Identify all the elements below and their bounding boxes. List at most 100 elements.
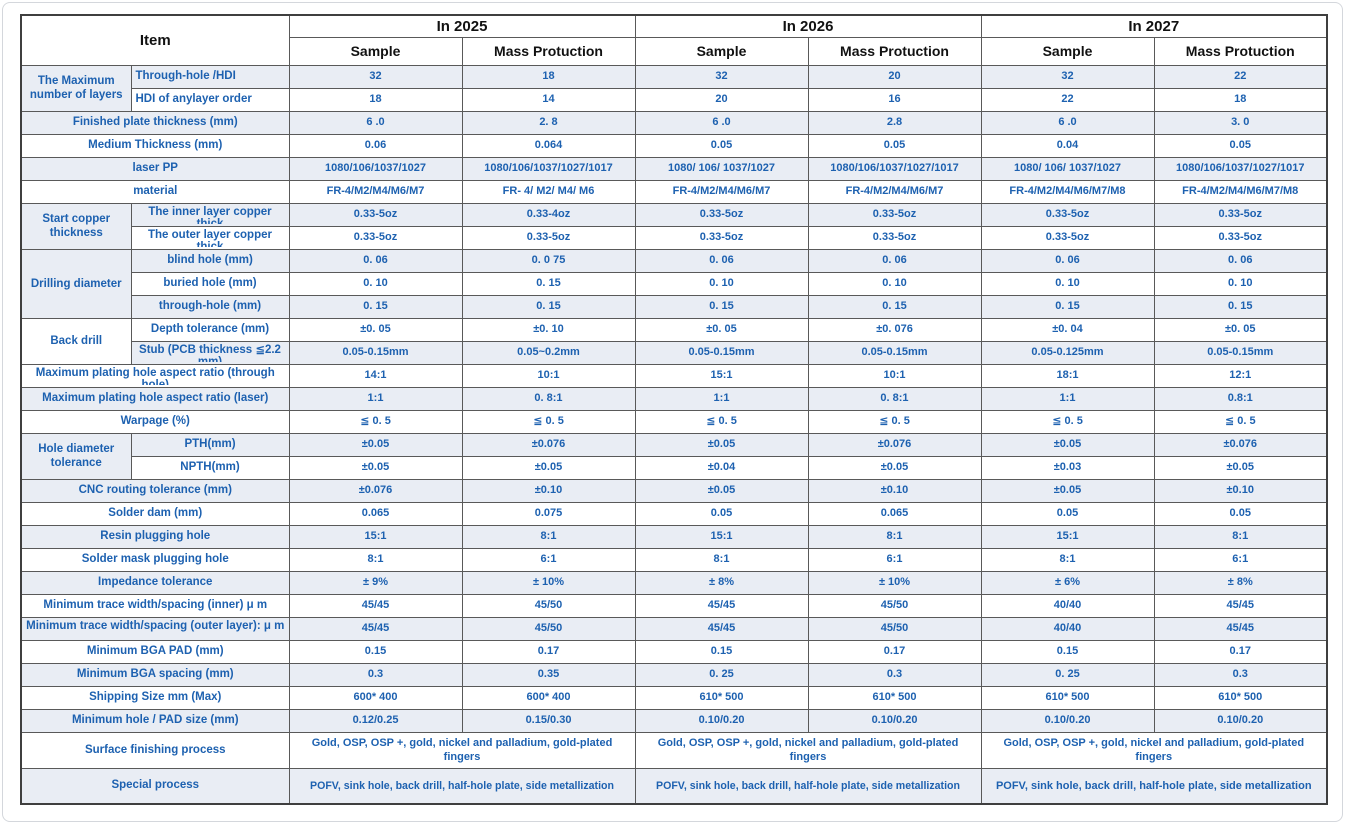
value-cell: 18 [1153, 87, 1328, 112]
value-cell: 0.3 [807, 662, 982, 687]
value-cell: 0.33-5oz [288, 225, 463, 250]
value-cell: ±0.05 [461, 455, 636, 480]
item-label: The outer layer copper thick [130, 225, 290, 250]
value-cell: ±0.05 [1153, 455, 1328, 480]
value-cell: 6:1 [461, 547, 636, 572]
mass-production-header-2026: Mass Protuction [807, 36, 982, 66]
value-cell: 610* 500 [980, 685, 1155, 710]
table-row: Maximum plating hole aspect ratio (laser… [20, 386, 1328, 411]
item-group-label: Hole diameter tolerance [20, 432, 132, 480]
value-cell: 32 [288, 64, 463, 89]
value-cell: 0.3 [288, 662, 463, 687]
value-cell: ±0.10 [1153, 478, 1328, 503]
value-cell: 0. 10 [288, 271, 463, 296]
value-cell: FR-4/M2/M4/M6/M7 [634, 179, 809, 204]
value-cell: 0.10/0.20 [980, 708, 1155, 733]
value-cell: 0. 06 [980, 248, 1155, 273]
item-label: Minimum BGA PAD (mm) [20, 639, 290, 664]
value-cell: 600* 400 [288, 685, 463, 710]
value-cell: 0. 06 [1153, 248, 1328, 273]
value-cell: 0.33-5oz [980, 202, 1155, 227]
value-cell: 0. 15 [288, 294, 463, 319]
table-row: CNC routing tolerance (mm) ±0.076 ±0.10 ±0.… [20, 478, 1328, 503]
value-cell: 0.12/0.25 [288, 708, 463, 733]
value-cell: FR-4/M2/M4/M6/M7/M8 [980, 179, 1155, 204]
value-cell: 45/45 [1153, 616, 1328, 641]
value-cell: 0.10/0.20 [634, 708, 809, 733]
value-cell: 0.35 [461, 662, 636, 687]
table-row: Solder mask plugging hole 8:1 6:1 8:1 6:1 8:1… [20, 547, 1328, 572]
table-row: Solder dam (mm) 0.065 0.075 0.05 0.065 0.05 0.… [20, 501, 1328, 526]
item-label: Depth tolerance (mm) [130, 317, 290, 342]
value-cell: 18 [288, 87, 463, 112]
value-cell: 6:1 [1153, 547, 1328, 572]
value-cell: 0.15 [980, 639, 1155, 664]
table-row: Impedance tolerance ± 9% ± 10% ± 8% ± 10% ± 6… [20, 570, 1328, 595]
value-cell: 40/40 [980, 593, 1155, 618]
value-cell: ±0.05 [288, 455, 463, 480]
item-label-text: Minimum trace width/spacing (outer layer… [26, 619, 285, 632]
value-cell: 0. 15 [634, 294, 809, 319]
value-cell: 0.05-0.15mm [807, 340, 982, 365]
value-cell: 0.05-0.15mm [634, 340, 809, 365]
value-cell: 3. 0 [1153, 110, 1328, 135]
value-cell: Gold, OSP, OSP +, gold, nickel and palla… [288, 731, 636, 769]
value-cell: ±0.05 [807, 455, 982, 480]
value-cell: ±0. 10 [461, 317, 636, 342]
value-cell: 6 .0 [288, 110, 463, 135]
value-cell: 0.05~0.2mm [461, 340, 636, 365]
value-cell: 1080/106/1037/1027/1017 [807, 156, 982, 181]
item-label: material [20, 179, 290, 204]
value-cell: ≦ 0. 5 [1153, 409, 1328, 434]
value-cell: 45/50 [807, 616, 982, 641]
year-header-2027: In 2027 [980, 14, 1328, 38]
value-cell: 6 .0 [980, 110, 1155, 135]
value-cell: 0.33-5oz [807, 202, 982, 227]
item-label: blind hole (mm) [130, 248, 290, 273]
value-cell: ±0.076 [807, 432, 982, 457]
value-cell: 0.065 [288, 501, 463, 526]
spec-table-body: The Maximum number of layers Through-hole… [20, 64, 1328, 805]
value-cell: 0.05-0.15mm [288, 340, 463, 365]
value-cell: 6 .0 [634, 110, 809, 135]
value-cell: 610* 500 [634, 685, 809, 710]
value-cell: 0.15/0.30 [461, 708, 636, 733]
value-cell: 1080/ 106/ 1037/1027 [634, 156, 809, 181]
item-group-label: Drilling diameter [20, 248, 132, 319]
value-cell: 18:1 [980, 363, 1155, 388]
value-cell: 6:1 [807, 547, 982, 572]
item-label: Maximum plating hole aspect ratio (laser… [20, 386, 290, 411]
item-label: Medium Thickness (mm) [20, 133, 290, 158]
value-cell: ±0. 05 [634, 317, 809, 342]
value-cell: 600* 400 [461, 685, 636, 710]
item-label: Maximum plating hole aspect ratio (throu… [20, 363, 290, 388]
pcb-capability-table-wrap: Item In 2025 In 2026 In 2027 Sample Mass… [20, 14, 1328, 805]
item-label: Shipping Size mm (Max) [20, 685, 290, 710]
table-row: Back drill Depth tolerance (mm) ±0. 05 ±0. … [20, 317, 1328, 365]
value-cell: 0.33-4oz [461, 202, 636, 227]
table-row: Special process POFV, sink hole, back dri… [20, 767, 1328, 805]
value-cell: 15:1 [288, 524, 463, 549]
value-cell: 0.10/0.20 [1153, 708, 1328, 733]
table-row: Medium Thickness (mm) 0.06 0.064 0.05 0.05 0.… [20, 133, 1328, 158]
value-cell: 0.8:1 [1153, 386, 1328, 411]
value-cell: 45/50 [461, 616, 636, 641]
value-cell: 8:1 [461, 524, 636, 549]
item-label: The inner layer copper thick [130, 202, 290, 227]
item-header: Item [20, 14, 290, 66]
item-label: Stub (PCB thickness ≦2.2 mm) [130, 340, 290, 365]
value-cell: Gold, OSP, OSP +, gold, nickel and palla… [634, 731, 982, 769]
value-cell: 15:1 [634, 524, 809, 549]
value-cell: 0.15 [288, 639, 463, 664]
table-row: material FR-4/M2/M4/M6/M7 FR- 4/ M2/ M4/ M… [20, 179, 1328, 204]
value-cell: 45/45 [1153, 593, 1328, 618]
value-cell: ± 10% [461, 570, 636, 595]
year-header-2025: In 2025 [288, 14, 636, 38]
value-cell: 0. 06 [634, 248, 809, 273]
table-row: Warpage (%) ≦ 0. 5 ≦ 0. 5 ≦ 0. 5 ≦ 0. 5 ≦ 0. … [20, 409, 1328, 434]
value-cell: 40/40 [980, 616, 1155, 641]
value-cell: POFV, sink hole, back drill, half-hole p… [634, 767, 982, 805]
value-cell: 12:1 [1153, 363, 1328, 388]
value-cell: ±0.05 [634, 432, 809, 457]
